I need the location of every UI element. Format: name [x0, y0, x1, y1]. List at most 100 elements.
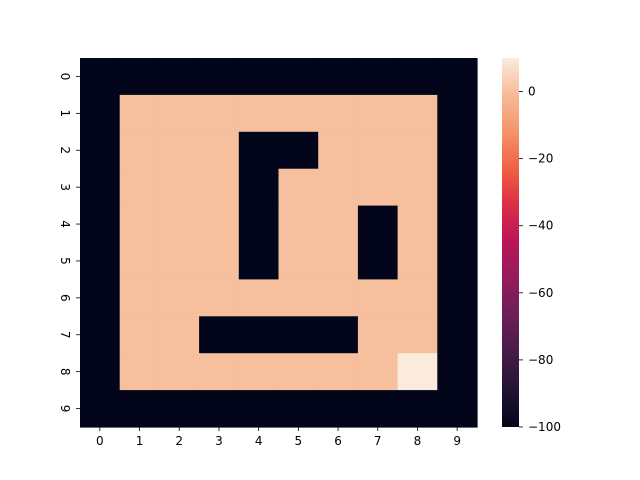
heatmap-cells [80, 58, 478, 428]
heatmap-cell [80, 353, 121, 391]
heatmap-cell [437, 353, 478, 391]
colorbar-tick-label: −60 [528, 286, 553, 300]
heatmap-cell [238, 168, 280, 207]
y-tick-label: 1 [58, 110, 72, 118]
heatmap-cell [238, 58, 280, 96]
heatmap-cell [357, 168, 399, 207]
colorbar-tick-label: −40 [528, 219, 553, 233]
heatmap-cell [199, 279, 240, 317]
heatmap-cell [278, 279, 319, 317]
heatmap-cell [437, 131, 478, 170]
heatmap-cell [199, 131, 240, 170]
x-tick-label: 3 [215, 434, 223, 448]
heatmap-cell [278, 242, 319, 280]
heatmap-cell [318, 353, 359, 391]
y-tick-label: 9 [58, 405, 72, 413]
heatmap-cell [437, 205, 478, 244]
y-tick-label: 0 [58, 73, 72, 81]
heatmap-cell [238, 353, 280, 391]
colorbar-gradient [502, 58, 519, 427]
heatmap-cell [278, 390, 319, 428]
x-tick-label: 4 [255, 434, 263, 448]
heatmap-cell [357, 205, 399, 244]
heatmap-cell [278, 205, 319, 244]
heatmap-cell [199, 390, 240, 428]
x-tick-label: 8 [414, 434, 422, 448]
colorbar-tick-label: 0 [528, 85, 536, 99]
heatmap-cell [278, 94, 319, 133]
heatmap-cell [80, 168, 121, 207]
heatmap-cell [357, 316, 399, 354]
heatmap-cell [119, 205, 160, 244]
heatmap-cell [119, 279, 160, 317]
x-tick-label: 6 [334, 434, 342, 448]
heatmap-cell [318, 58, 359, 96]
heatmap-cell [238, 205, 280, 244]
y-tick-label: 5 [58, 257, 72, 265]
heatmap-cell [159, 168, 200, 207]
heatmap-cell [357, 94, 399, 133]
heatmap-cell [318, 316, 359, 354]
y-tick-label: 2 [58, 146, 72, 154]
x-tick-label: 9 [453, 434, 461, 448]
heatmap-cell [199, 58, 240, 96]
heatmap-cell [357, 390, 399, 428]
heatmap-cell [318, 390, 359, 428]
heatmap-cell [159, 131, 200, 170]
heatmap-cell [357, 131, 399, 170]
heatmap-cell [397, 205, 438, 244]
heatmap-cell [278, 353, 319, 391]
heatmap-cell [397, 58, 438, 96]
heatmap-cell [80, 131, 121, 170]
heatmap-cell [80, 316, 121, 354]
heatmap-cell [397, 390, 438, 428]
y-tick-label: 6 [58, 294, 72, 302]
heatmap-cell [199, 353, 240, 391]
heatmap-cell [357, 58, 399, 96]
heatmap-cell [437, 316, 478, 354]
heatmap-cell [199, 168, 240, 207]
heatmap-cell [318, 279, 359, 317]
colorbar: 0 −20 −40 −60 −80 −100 [502, 58, 561, 434]
x-tick-label: 5 [295, 434, 303, 448]
heatmap-cell [159, 316, 200, 354]
colorbar-tick-label: −80 [528, 353, 553, 367]
y-tick-label: 7 [58, 331, 72, 339]
heatmap-cell [119, 242, 160, 280]
heatmap-cell [318, 205, 359, 244]
heatmap-cell [80, 58, 121, 96]
heatmap-cell [278, 58, 319, 96]
heatmap-cell [80, 94, 121, 133]
heatmap-cell [119, 316, 160, 354]
heatmap-cell [119, 94, 160, 133]
heatmap-cell [397, 279, 438, 317]
heatmap-cell [437, 390, 478, 428]
heatmap-cell [80, 205, 121, 244]
heatmap-cell [199, 242, 240, 280]
heatmap-cell [357, 279, 399, 317]
heatmap-cell [119, 131, 160, 170]
heatmap-cell [357, 353, 399, 391]
x-tick-label: 2 [175, 434, 183, 448]
heatmap-cell [437, 94, 478, 133]
heatmap-cell [80, 390, 121, 428]
heatmap-cell [159, 390, 200, 428]
heatmap-cell [159, 279, 200, 317]
heatmap-cell [437, 58, 478, 96]
heatmap-cell [318, 242, 359, 280]
y-tick-label: 8 [58, 368, 72, 376]
heatmap-cell [238, 94, 280, 133]
heatmap-cell [437, 242, 478, 280]
x-axis: 0 1 2 3 4 5 6 7 8 9 [96, 427, 461, 448]
heatmap-cell [238, 131, 280, 170]
y-axis: 0 1 2 3 4 5 6 7 8 9 [58, 73, 80, 413]
heatmap-cell [397, 316, 438, 354]
colorbar-tick-label: −20 [528, 152, 553, 166]
heatmap-cell [159, 205, 200, 244]
heatmap-cell [238, 242, 280, 280]
heatmap-cell [159, 242, 200, 280]
heatmap-cell [437, 279, 478, 317]
heatmap-cell [199, 94, 240, 133]
heatmap-cell [397, 353, 438, 391]
